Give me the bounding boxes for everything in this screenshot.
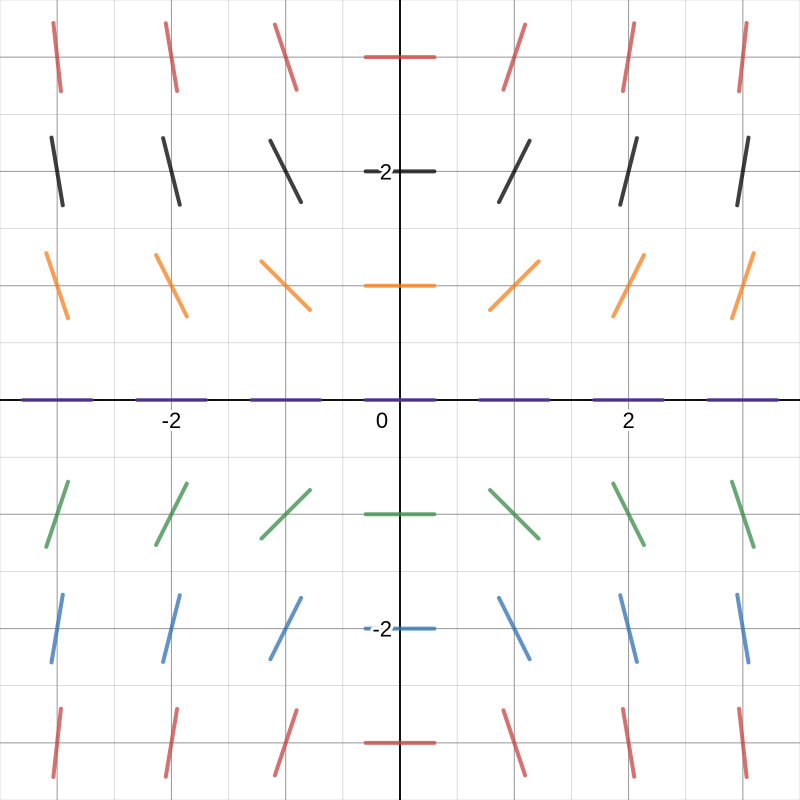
slope-segment xyxy=(51,21,63,94)
slope-segment xyxy=(272,708,299,778)
slope-segment xyxy=(161,136,182,207)
slope-segment xyxy=(611,253,646,319)
slope-segment xyxy=(496,595,532,662)
x-tick-label: 0 xyxy=(376,408,388,433)
x-tick-label: 2 xyxy=(622,408,634,433)
slope-segment xyxy=(268,595,304,662)
slope-segments xyxy=(20,21,780,779)
tick-labels: -2 0 2 2 -2 xyxy=(159,156,638,644)
slope-segment xyxy=(268,138,304,205)
slope-segment xyxy=(611,481,646,547)
slope-segment xyxy=(163,707,180,779)
y-tick-label: 2 xyxy=(380,159,392,184)
slope-segment xyxy=(501,22,528,92)
slope-segment xyxy=(44,479,70,549)
slope-segment xyxy=(737,706,749,779)
slope-segment xyxy=(163,21,180,93)
slope-segment xyxy=(51,706,63,779)
slope-segment xyxy=(618,593,639,664)
slope-segment xyxy=(49,135,65,208)
slope-segment xyxy=(488,488,541,541)
slope-segment xyxy=(259,259,312,312)
slope-segment xyxy=(49,592,65,665)
slope-segment xyxy=(259,488,312,541)
slope-segment xyxy=(620,21,637,93)
slope-segment xyxy=(44,251,70,321)
slope-segment xyxy=(488,259,541,312)
slope-segment xyxy=(735,592,751,665)
slope-segment xyxy=(154,253,189,319)
slope-segment xyxy=(501,708,528,778)
slope-segment xyxy=(730,251,756,321)
slope-segment xyxy=(272,22,299,92)
slope-segment xyxy=(730,479,756,549)
slope-segment xyxy=(496,138,532,205)
slope-segment xyxy=(737,21,749,94)
slope-segment xyxy=(735,135,751,208)
slope-segment xyxy=(620,707,637,779)
slope-segment xyxy=(154,481,189,547)
y-tick-label: -2 xyxy=(372,617,392,642)
x-tick-label: -2 xyxy=(162,408,182,433)
slope-segment xyxy=(161,593,182,664)
slope-segment xyxy=(618,136,639,207)
